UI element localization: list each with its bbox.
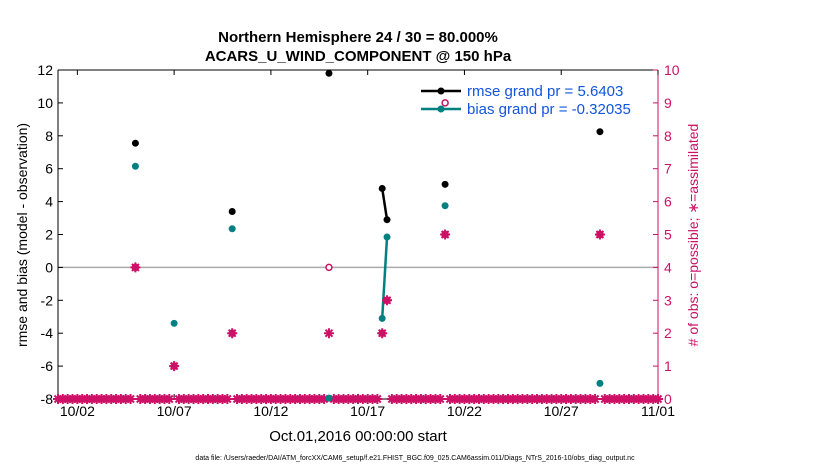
- x-tick-label: 10/17: [350, 403, 385, 419]
- y2-tick-label: 9: [664, 95, 672, 111]
- y-tick-label: 10: [37, 95, 53, 111]
- obs-assimilated-marker: [227, 328, 238, 339]
- rmse-point: [441, 180, 449, 188]
- rmse-point: [228, 207, 236, 215]
- obs-count-zero-marker: [435, 394, 446, 404]
- rmse-point: [596, 128, 604, 136]
- legend-rmse-marker: [437, 87, 445, 95]
- legend-rmse-label: rmse grand pr = 5.6403: [467, 83, 623, 100]
- obs-count-zero-marker: [653, 394, 663, 404]
- y-tick-label: 0: [45, 259, 53, 275]
- y2-tick-label: 1: [664, 358, 672, 374]
- x-tick-label: 11/01: [641, 403, 675, 419]
- y-tick-label: 6: [45, 161, 53, 177]
- y2-tick-label: 4: [664, 259, 672, 275]
- rmse-point: [131, 139, 139, 147]
- bias-line-segment: [380, 236, 389, 319]
- data-file-footer: data file: /Users/raeder/DAI/ATM_forcXX/…: [195, 455, 635, 462]
- obs-count-zero-marker: [590, 394, 601, 404]
- x-tick-label: 10/27: [544, 403, 579, 419]
- bias-point: [170, 319, 178, 327]
- obs-possible-marker: [441, 99, 449, 107]
- obs-assimilated-marker: [594, 229, 605, 240]
- obs-assimilated-marker: [440, 229, 451, 240]
- marks: [53, 69, 663, 404]
- bias-point: [596, 379, 604, 387]
- bias-point: [228, 225, 236, 233]
- bias-point: [131, 162, 139, 170]
- y-tick-label: 12: [37, 62, 53, 78]
- y-tick-label: -6: [41, 358, 54, 374]
- bias-point: [325, 394, 333, 402]
- legend-bias-label: bias grand pr = -0.32035: [467, 101, 631, 118]
- rmse-line-segment: [380, 188, 389, 220]
- y2-tick-label: 6: [664, 194, 672, 210]
- y-tick-label: 2: [45, 227, 53, 243]
- y2-axis-label: # of obs: o=possible; ∗=assimilated: [685, 124, 701, 347]
- y-tick-label: 8: [45, 128, 53, 144]
- rmse-point: [383, 216, 391, 224]
- obs-count-zero-marker: [319, 394, 330, 404]
- x-tick-label: 10/07: [157, 403, 192, 419]
- obs-assimilated-marker: [382, 295, 393, 306]
- chart-subtitle: ACARS_U_WIND_COMPONENT @ 150 hPa: [204, 48, 512, 65]
- y2-tick-label: 7: [664, 161, 672, 177]
- y-tick-label: -8: [41, 391, 54, 407]
- y2-tick-label: 3: [664, 292, 672, 308]
- obs-assimilated-marker: [169, 361, 180, 372]
- y2-tick-label: 5: [664, 227, 672, 243]
- x-tick-label: 10/22: [447, 403, 482, 419]
- y2-tick-label: 0: [664, 391, 672, 407]
- obs-assimilated-marker: [377, 328, 388, 339]
- obs-possible-marker: [325, 263, 333, 272]
- obs-assimilated-marker: [323, 328, 334, 339]
- y-tick-label: -2: [41, 292, 54, 308]
- y2-tick-label: 2: [664, 325, 672, 341]
- obs-count-zero-marker: [222, 394, 233, 404]
- obs-count-zero-marker: [372, 394, 383, 404]
- obs-count-zero-marker: [125, 394, 136, 404]
- y2-tick-label: 10: [664, 62, 680, 78]
- bias-point: [378, 314, 386, 322]
- bias-point: [383, 233, 391, 241]
- rmse-point: [378, 184, 386, 192]
- obs-assimilated-marker: [130, 262, 141, 273]
- x-tick-label: 10/12: [253, 403, 288, 419]
- bias-point: [441, 202, 449, 210]
- y2-tick-label: 8: [664, 128, 672, 144]
- y-tick-label: -4: [41, 325, 54, 341]
- legend-bias-marker: [437, 105, 445, 113]
- x-axis-label: Oct.01,2016 00:00:00 start: [269, 428, 447, 445]
- obs-count-zero-marker: [164, 394, 175, 404]
- y-tick-label: 4: [45, 194, 53, 210]
- chart-title: Northern Hemisphere 24 / 30 = 80.000%: [218, 29, 498, 46]
- y-axis-label: rmse and bias (model - observation): [14, 123, 30, 347]
- x-tick-label: 10/02: [60, 403, 95, 419]
- rmse-point: [325, 69, 333, 77]
